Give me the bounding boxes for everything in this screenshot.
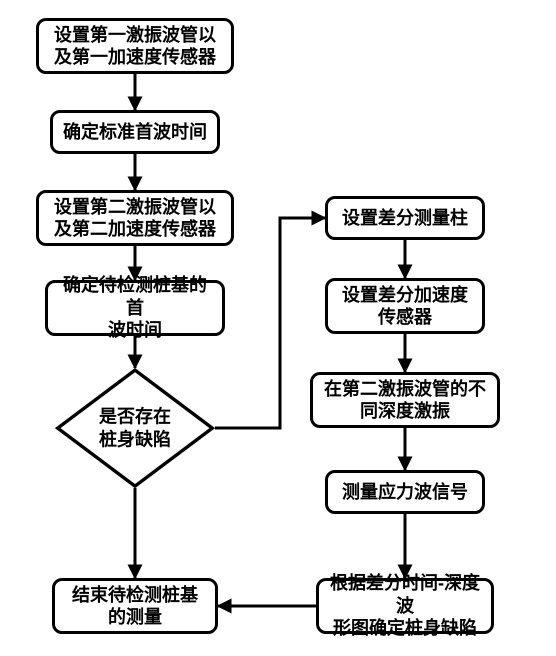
flow-node-label: 确定标准首波时间 (63, 121, 207, 144)
flowchart-canvas: 设置第一激振波管以及第一加速度传感器确定标准首波时间设置第二激振波管以及第二加速… (0, 0, 556, 656)
flow-node-label: 设置差分测量柱 (342, 207, 468, 230)
flow-node-n6: 结束待检测桩基的测量 (52, 578, 218, 634)
flow-node-n8: 设置差分加速度传感器 (325, 278, 485, 334)
flow-node-label: 设置第二激振波管以及第二加速度传感器 (54, 196, 216, 241)
flow-node-label: 测量应力波信号 (342, 481, 468, 504)
flow-node-n2: 确定标准首波时间 (50, 110, 220, 154)
flow-decision-n5: 是否存在桩身缺陷 (55, 368, 215, 488)
flow-node-n4: 确定待检测桩基的首波时间 (45, 280, 225, 336)
flow-node-n9: 在第二激振波管的不同深度激振 (310, 372, 500, 428)
flow-node-n1: 设置第一激振波管以及第一加速度传感器 (36, 18, 234, 74)
flow-node-label: 设置第一激振波管以及第一加速度传感器 (54, 24, 216, 69)
flow-decision-label: 是否存在桩身缺陷 (55, 406, 215, 451)
flow-node-label: 确定待检测桩基的首波时间 (56, 274, 214, 342)
flow-node-label: 根据差分时间-深度波形图确定桩身缺陷 (327, 572, 483, 640)
flow-node-n7: 设置差分测量柱 (325, 196, 485, 240)
edge-n5-n7 (215, 218, 325, 428)
flow-node-n3: 设置第二激振波管以及第二加速度传感器 (36, 190, 234, 246)
flow-node-n10: 测量应力波信号 (325, 470, 485, 514)
flow-node-n11: 根据差分时间-深度波形图确定桩身缺陷 (316, 578, 494, 634)
flow-node-label: 设置差分加速度传感器 (342, 284, 468, 329)
flow-node-label: 结束待检测桩基的测量 (72, 584, 198, 629)
flow-node-label: 在第二激振波管的不同深度激振 (324, 378, 486, 423)
